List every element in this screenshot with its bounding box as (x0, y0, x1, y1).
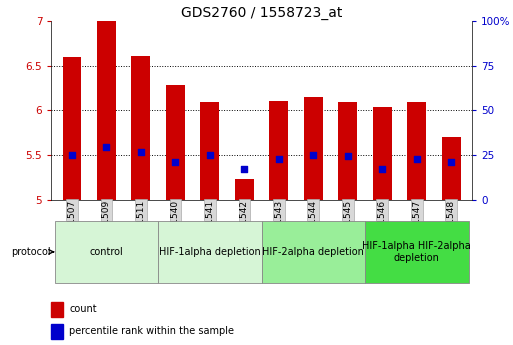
Point (206, 152, 214, 158)
Bar (442, 137, 461, 200)
Bar (407, 102, 426, 200)
Bar (373, 107, 392, 200)
Title: GDS2760 / 1558723_at: GDS2760 / 1558723_at (181, 6, 342, 20)
Point (378, 166, 386, 171)
Text: HIF-1alpha depletion: HIF-1alpha depletion (159, 247, 261, 257)
Text: GSM71548: GSM71548 (447, 200, 456, 249)
Point (412, 156, 421, 161)
Point (103, 145, 111, 150)
Point (447, 159, 456, 164)
Bar (365, 221, 468, 283)
Text: GSM71546: GSM71546 (378, 200, 387, 249)
Text: GSM71509: GSM71509 (102, 200, 111, 249)
Text: percentile rank within the sample: percentile rank within the sample (69, 326, 234, 336)
Text: GSM71511: GSM71511 (136, 200, 146, 249)
Bar (269, 101, 288, 200)
Bar (304, 97, 323, 200)
Text: GSM71507: GSM71507 (68, 200, 76, 249)
Bar (97, 21, 116, 200)
Point (68, 152, 76, 158)
Text: GSM71545: GSM71545 (343, 200, 352, 249)
Text: GSM71541: GSM71541 (205, 200, 214, 249)
Text: GSM71547: GSM71547 (412, 200, 421, 249)
Bar (158, 221, 262, 283)
Bar (55, 221, 158, 283)
Point (344, 154, 352, 159)
Point (171, 159, 180, 164)
Bar (235, 179, 254, 200)
Bar (51, 324, 63, 339)
Bar (63, 57, 82, 200)
Text: GSM71542: GSM71542 (240, 200, 249, 249)
Text: HIF-1alpha HIF-2alpha
depletion: HIF-1alpha HIF-2alpha depletion (362, 241, 471, 263)
Text: GSM71540: GSM71540 (171, 200, 180, 249)
Point (240, 166, 248, 171)
Bar (339, 102, 358, 200)
Point (275, 156, 283, 161)
Bar (166, 85, 185, 200)
Text: HIF-2alpha depletion: HIF-2alpha depletion (263, 247, 364, 257)
Bar (131, 56, 150, 200)
Bar (201, 102, 220, 200)
Text: protocol: protocol (11, 247, 50, 257)
Point (309, 152, 318, 158)
Bar (262, 221, 365, 283)
Text: count: count (69, 304, 97, 314)
Point (137, 149, 145, 155)
Text: GSM71544: GSM71544 (309, 200, 318, 249)
Text: control: control (90, 247, 123, 257)
Text: GSM71543: GSM71543 (274, 200, 283, 249)
Bar (51, 302, 63, 317)
